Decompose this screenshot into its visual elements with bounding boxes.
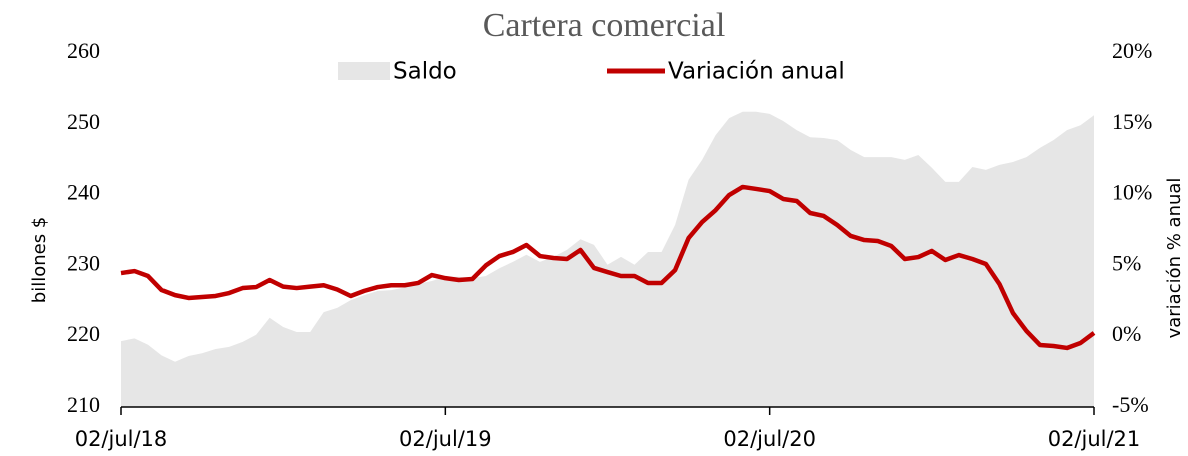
y-tick-label: 250	[67, 109, 100, 134]
y-tick-label: 240	[67, 180, 100, 205]
legend-label: Saldo	[393, 59, 457, 85]
legend-label: Variación anual	[668, 59, 845, 85]
y-tick-label: 260	[67, 38, 100, 63]
y2-tick-label: 20%	[1112, 38, 1152, 63]
y-axis-title: billones $	[29, 217, 50, 303]
y-tick-label: 230	[67, 250, 100, 275]
y2-axis-title: variación % anual	[1164, 178, 1185, 339]
x-tick-label: 02/jul/18	[75, 427, 168, 451]
y-tick-label: 210	[67, 392, 100, 417]
legend-swatch	[338, 62, 390, 80]
y2-tick-label: 15%	[1112, 109, 1152, 134]
y2-tick-label: 5%	[1112, 250, 1141, 275]
y2-tick-label: 10%	[1112, 180, 1152, 205]
line	[120, 184, 1096, 351]
y-tick-label: 220	[67, 321, 100, 346]
y2-tick-label: -5%	[1112, 392, 1149, 417]
x-tick-label: 02/jul/21	[1048, 427, 1141, 451]
x-tick-label: 02/jul/19	[399, 427, 492, 451]
chart-title: Cartera comercial	[483, 7, 726, 44]
x-tick-label: 02/jul/20	[723, 427, 816, 451]
y2-tick-label: 0%	[1112, 321, 1141, 346]
area	[121, 111, 1094, 407]
